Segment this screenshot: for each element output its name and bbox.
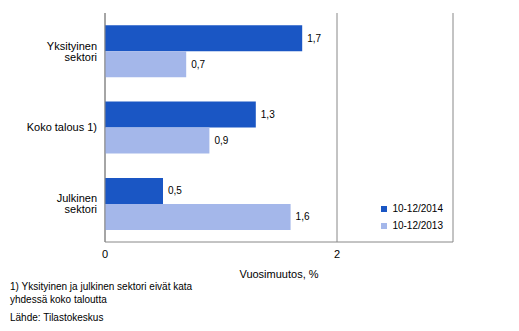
- svg-text:0,7: 0,7: [191, 59, 205, 70]
- svg-text:Koko talous 1): Koko talous 1): [27, 121, 97, 133]
- svg-text:1,7: 1,7: [307, 33, 321, 44]
- svg-text:0: 0: [102, 248, 108, 260]
- svg-text:1,3: 1,3: [261, 109, 275, 120]
- html-text:10-12/2013: 10-12/2013: [392, 220, 443, 231]
- svg-text:Vuosimuutos, %: Vuosimuutos, %: [239, 268, 318, 280]
- html-text:10-12/2014: 10-12/2014: [392, 203, 443, 214]
- html-text:Lähde: Tilastokeskus: Lähde: Tilastokeskus: [10, 312, 104, 323]
- svg-text:2: 2: [334, 248, 340, 260]
- svg-text:Yksityinensektori: Yksityinensektori: [47, 40, 97, 63]
- svg-text:0,9: 0,9: [214, 135, 228, 146]
- svg-text:1,6: 1,6: [296, 211, 310, 222]
- svg-text:Julkinensektori: Julkinensektori: [57, 192, 97, 215]
- html-text:1) Yksityinen ja julkinen sekt: 1) Yksityinen ja julkinen sektori eivät …: [10, 281, 193, 305]
- svg-text:0,5: 0,5: [168, 185, 182, 196]
